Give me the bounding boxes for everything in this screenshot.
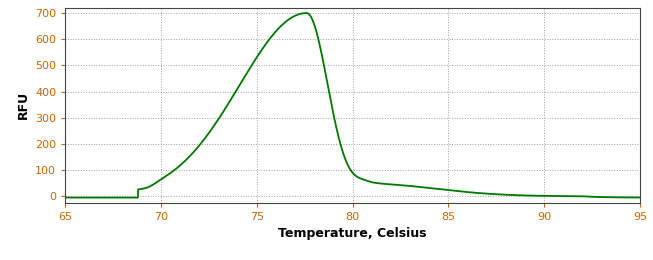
X-axis label: Temperature, Celsius: Temperature, Celsius [278,228,427,240]
Y-axis label: RFU: RFU [16,91,29,119]
